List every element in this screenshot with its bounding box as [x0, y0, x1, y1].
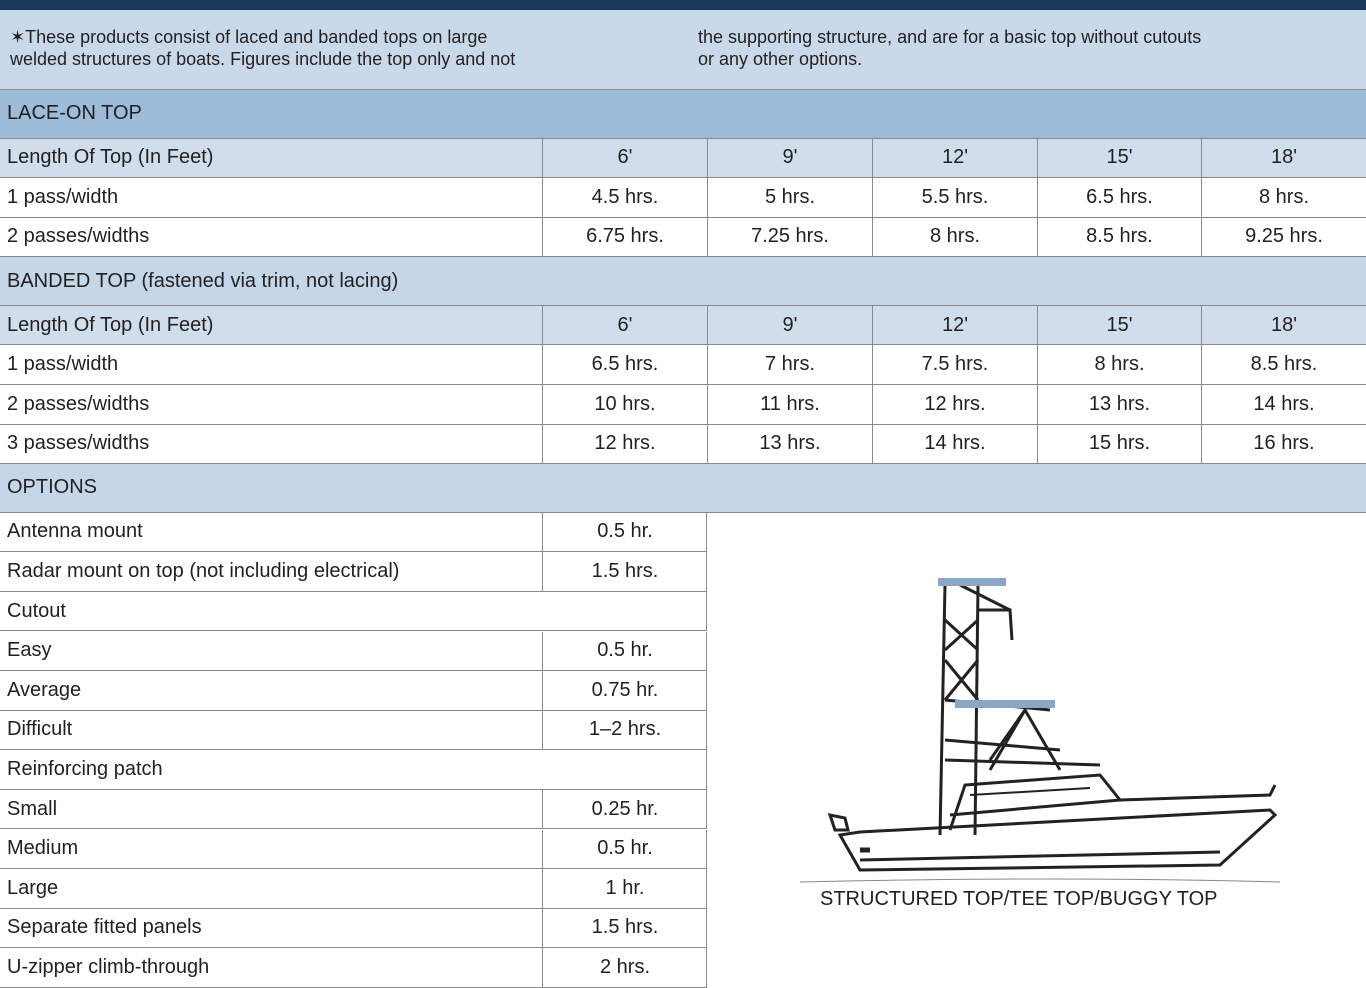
value-cell: 12 hrs.	[872, 385, 1037, 425]
table-edge	[706, 829, 707, 870]
value-cell: 12'	[872, 305, 1037, 346]
value-cell: 2 hrs.	[542, 948, 707, 988]
value-cell: 6'	[542, 138, 707, 179]
value-cell: 8.5 hrs.	[1037, 217, 1201, 258]
value-cell: 1 hr.	[542, 869, 707, 909]
note-column: ✶These products consist of laced and ban…	[10, 26, 515, 70]
table-edge	[706, 552, 707, 592]
table-edge	[706, 671, 707, 711]
label-cell: Small	[0, 789, 542, 830]
label-cell: Medium	[0, 829, 542, 870]
value-cell: 6.75 hrs.	[542, 217, 707, 258]
value-cell: 7.5 hrs.	[872, 345, 1037, 385]
value-cell: 0.5 hr.	[542, 829, 707, 870]
value-cell: 14 hrs.	[872, 424, 1037, 465]
tower-top	[938, 578, 1006, 586]
boat-illustration	[800, 578, 1281, 883]
table-edge	[706, 869, 707, 909]
table-edge	[706, 948, 707, 988]
value-cell: 7 hrs.	[707, 345, 872, 385]
value-cell: 8 hrs.	[1037, 345, 1201, 385]
top-bar	[0, 0, 1366, 10]
value-cell: 13 hrs.	[707, 424, 872, 465]
section-title: BANDED TOP (fastened via trim, not lacin…	[0, 257, 1366, 306]
label-cell: Length Of Top (In Feet)	[0, 138, 542, 179]
value-cell: 1.5 hrs.	[542, 908, 707, 949]
table-edge	[706, 710, 707, 751]
value-cell: 15 hrs.	[1037, 424, 1201, 465]
table-edge	[706, 512, 707, 553]
value-cell: 18'	[1201, 138, 1366, 179]
value-cell: 16 hrs.	[1201, 424, 1366, 465]
value-cell: 6'	[542, 305, 707, 346]
value-cell: 0.75 hr.	[542, 671, 707, 711]
table-edge	[706, 789, 707, 830]
label-cell: 2 passes/widths	[0, 217, 542, 258]
value-cell: 8 hrs.	[1201, 178, 1366, 218]
value-cell: 9.25 hrs.	[1201, 217, 1366, 258]
label-cell: 2 passes/widths	[0, 385, 542, 425]
value-cell: 15'	[1037, 305, 1201, 346]
section-title: LACE-ON TOP	[0, 90, 1366, 139]
value-cell: 5 hrs.	[707, 178, 872, 218]
value-cell: 6.5 hrs.	[1037, 178, 1201, 218]
value-cell: 9'	[707, 305, 872, 346]
label-cell: Average	[0, 671, 542, 711]
figure-caption: STRUCTURED TOP/TEE TOP/BUGGY TOP	[820, 888, 1218, 910]
section-title: OPTIONS	[0, 464, 1366, 513]
value-cell: 1.5 hrs.	[542, 552, 707, 592]
note-line: ✶These products consist of laced and ban…	[10, 27, 488, 47]
table-edge	[706, 591, 707, 632]
subheading-cell: Cutout	[0, 591, 707, 632]
note-line: the supporting structure, and are for a …	[698, 27, 1202, 47]
subheading-cell: Reinforcing patch	[0, 750, 707, 790]
label-cell: Length Of Top (In Feet)	[0, 305, 542, 346]
value-cell: 8.5 hrs.	[1201, 345, 1366, 385]
value-cell: 5.5 hrs.	[872, 178, 1037, 218]
value-cell: 13 hrs.	[1037, 385, 1201, 425]
value-cell: 9'	[707, 138, 872, 179]
note-line: welded structures of boats. Figures incl…	[10, 49, 516, 69]
note-line: or any other options.	[698, 49, 863, 69]
value-cell: 6.5 hrs.	[542, 345, 707, 385]
label-cell: Easy	[0, 631, 542, 672]
tee-top	[955, 700, 1055, 708]
label-cell: Radar mount on top (not including electr…	[0, 552, 542, 592]
table-edge	[706, 631, 707, 672]
label-cell: Antenna mount	[0, 512, 542, 553]
label-cell: Difficult	[0, 710, 542, 751]
value-cell: 12 hrs.	[542, 424, 707, 465]
value-cell: 15'	[1037, 138, 1201, 179]
value-cell: 4.5 hrs.	[542, 178, 707, 218]
value-cell: 1–2 hrs.	[542, 710, 707, 751]
label-cell: Large	[0, 869, 542, 909]
value-cell: 14 hrs.	[1201, 385, 1366, 425]
value-cell: 11 hrs.	[707, 385, 872, 425]
table-edge	[706, 908, 707, 949]
label-cell: 1 pass/width	[0, 345, 542, 385]
note-panel: ✶These products consist of laced and ban…	[0, 10, 1366, 90]
value-cell: 8 hrs.	[872, 217, 1037, 258]
label-cell: 3 passes/widths	[0, 424, 542, 465]
table-edge	[706, 750, 707, 790]
value-cell: 10 hrs.	[542, 385, 707, 425]
value-cell: 12'	[872, 138, 1037, 179]
value-cell: 7.25 hrs.	[707, 217, 872, 258]
note-column: the supporting structure, and are for a …	[698, 26, 1201, 70]
value-cell: 0.5 hr.	[542, 512, 707, 553]
value-cell: 0.25 hr.	[542, 789, 707, 830]
value-cell: 0.5 hr.	[542, 631, 707, 672]
value-cell: 18'	[1201, 305, 1366, 346]
label-cell: 1 pass/width	[0, 178, 542, 218]
label-cell: Separate fitted panels	[0, 908, 542, 949]
